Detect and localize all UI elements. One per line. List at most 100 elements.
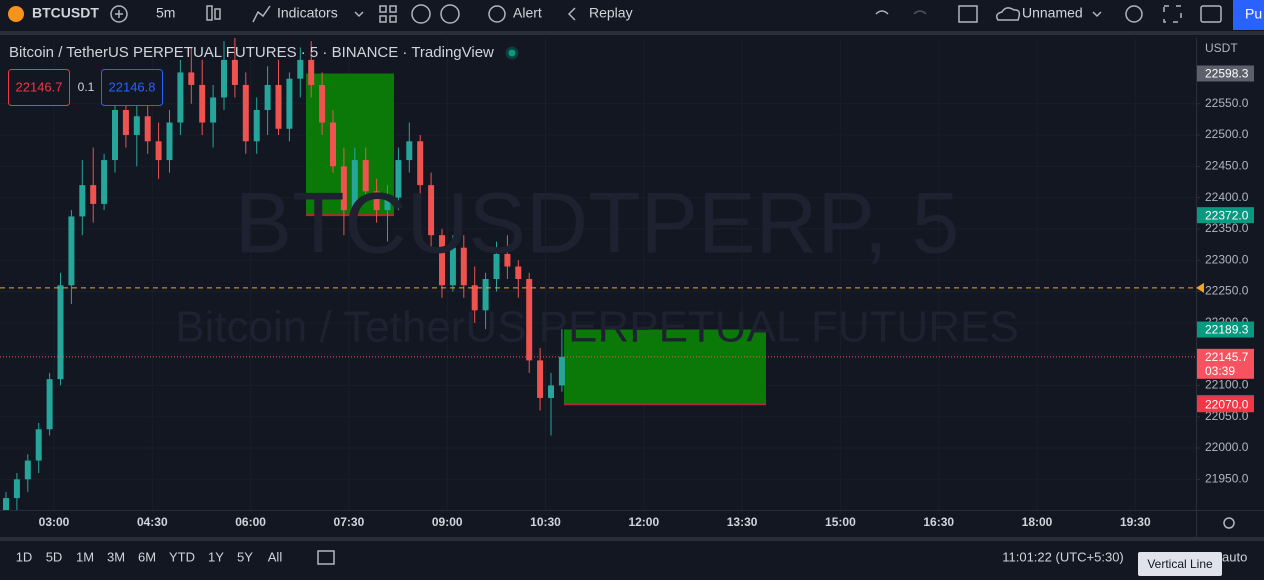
candle-body (133, 116, 140, 136)
candle-body (35, 429, 42, 461)
axis-settings[interactable] (1223, 517, 1235, 529)
x-tick-label: 09:00 (432, 515, 463, 529)
price-label-bg (1197, 207, 1254, 224)
fullscreen-button[interactable] (1163, 5, 1182, 23)
range-button[interactable]: 5D (46, 549, 63, 564)
auto-scale[interactable]: auto (1222, 549, 1247, 564)
publish-label: Pu (1245, 6, 1262, 22)
x-tick-label: 16:30 (923, 515, 954, 529)
range-button[interactable]: 1Y (208, 549, 224, 564)
candle-body (264, 84, 271, 110)
candle-body (362, 160, 369, 192)
y-tick-label: 22400.0 (1205, 190, 1249, 204)
x-tick-label: 10:30 (530, 515, 561, 529)
layout-button[interactable] (958, 5, 978, 23)
candle-body (253, 109, 260, 142)
candle-body (482, 279, 489, 311)
templates-button[interactable] (379, 5, 387, 13)
chart-pane (0, 38, 1196, 510)
layout-name[interactable]: Unnamed (1022, 5, 1083, 21)
candle-body (548, 385, 554, 398)
settings-button[interactable] (1125, 5, 1143, 23)
candle-body (242, 84, 249, 142)
compare-button[interactable] (110, 5, 128, 23)
candle-body (439, 235, 445, 286)
snapshot-button[interactable] (1200, 5, 1222, 23)
range-button[interactable]: 1M (76, 549, 94, 564)
undo-button[interactable] (875, 10, 889, 15)
candle-body (24, 460, 31, 480)
candle-body (90, 185, 97, 204)
candle-body (537, 360, 544, 398)
candle-body (395, 160, 402, 198)
icon-part (389, 15, 397, 23)
dropdown[interactable] (354, 11, 364, 18)
symbol[interactable]: BTCUSDT (32, 5, 99, 21)
chart-type-button[interactable] (206, 5, 213, 21)
alert-button[interactable]: Alert (513, 5, 542, 21)
x-tick-label: 03:00 (39, 515, 70, 529)
last-price: 22145.7 (1205, 350, 1249, 364)
candle-body (57, 285, 64, 380)
symbol-icon (8, 6, 24, 22)
candle-body (286, 78, 293, 129)
y-tick-label: 22550.0 (1205, 96, 1249, 110)
candle-body (231, 59, 238, 85)
candle-body (188, 72, 195, 85)
replay-button[interactable]: Replay (589, 5, 633, 21)
watermark-description: Bitcoin / TetherUS PERPETUAL FUTURES (175, 303, 1019, 352)
range-button[interactable]: All (268, 549, 283, 564)
sell-button[interactable] (8, 69, 70, 106)
candle-body (515, 266, 522, 280)
candle-body (297, 59, 304, 79)
candle-body (428, 185, 435, 236)
candle-body (373, 191, 380, 211)
y-tick-label: 22000.0 (1205, 440, 1249, 454)
range-button[interactable]: 6M (138, 549, 156, 564)
replay-icon (567, 7, 576, 21)
currency[interactable]: USDT (1205, 41, 1238, 55)
y-tick-label: 21950.0 (1205, 471, 1249, 485)
candle-body (417, 141, 424, 186)
candle-body (144, 116, 151, 142)
replay-mode-button[interactable] (411, 4, 431, 24)
redo-button[interactable] (913, 10, 927, 15)
candle-body (79, 185, 86, 217)
spread: 0.1 (78, 80, 95, 94)
candle-body (330, 122, 336, 167)
y-tick-label: 22250.0 (1205, 284, 1249, 298)
x-tick-label: 07:30 (334, 515, 365, 529)
tooltip (1138, 552, 1222, 576)
candle-body (46, 379, 53, 430)
publish-button[interactable] (1233, 0, 1264, 30)
x-tick-label: 06:00 (235, 515, 266, 529)
ask-price: 22146.8 (109, 79, 156, 94)
x-tick-label: 12:00 (628, 515, 659, 529)
range-button[interactable]: 3M (107, 549, 125, 564)
indicators-button[interactable]: Indicators (277, 5, 338, 21)
range-button[interactable]: 5Y (237, 549, 253, 564)
date-range-button[interactable] (317, 550, 335, 565)
candle-body (340, 166, 347, 211)
candle-body (471, 285, 478, 311)
range-button[interactable]: YTD (169, 549, 195, 564)
candle-body (13, 479, 20, 499)
price-label: 22598.3 (1205, 67, 1249, 81)
candle-body (384, 197, 391, 211)
candle-body (210, 97, 217, 123)
candle-body (504, 253, 511, 267)
price-label: 22070.0 (1205, 397, 1249, 411)
strategy-button[interactable] (440, 4, 460, 24)
icon-part (389, 5, 397, 13)
candle-body (308, 59, 315, 85)
y-tick-label: 22350.0 (1205, 221, 1249, 235)
legend-title: Bitcoin / TetherUS PERPETUAL FUTURES · 5… (9, 44, 494, 61)
candle-body (406, 141, 413, 161)
dropdown[interactable] (1092, 11, 1102, 18)
interval[interactable]: 5m (156, 5, 175, 21)
x-tick-label: 19:30 (1120, 515, 1151, 529)
buy-button[interactable] (101, 69, 163, 106)
range-button[interactable]: 1D (16, 549, 33, 564)
candle-body (319, 84, 326, 123)
